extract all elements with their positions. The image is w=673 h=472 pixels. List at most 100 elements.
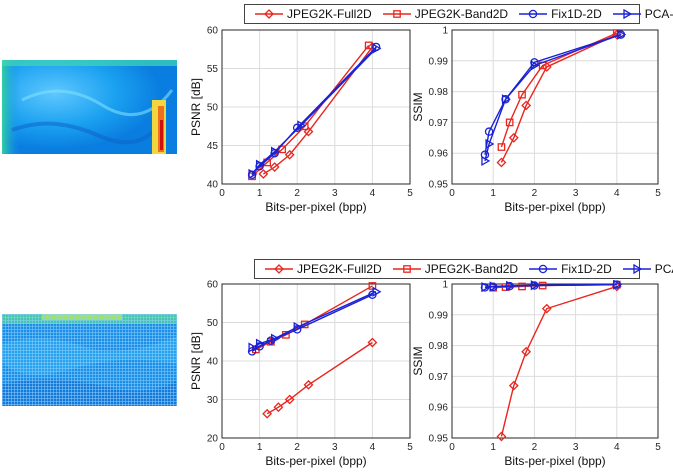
data-point	[258, 169, 269, 179]
x-tick-label: 2	[294, 442, 300, 453]
legend-marker	[402, 265, 411, 273]
data-point	[530, 60, 540, 71]
data-point	[269, 162, 280, 172]
y-tick-label: 20	[207, 434, 219, 445]
y-tick-label: 1	[442, 280, 448, 291]
x-tick-label: 0	[219, 442, 225, 453]
data-point	[521, 346, 532, 357]
y-tick-label: 50	[207, 318, 219, 329]
y-tick-label: 60	[207, 26, 219, 37]
legend-swatch	[255, 9, 283, 19]
y-tick-label: 45	[207, 141, 219, 152]
data-point	[262, 408, 273, 419]
plot-area	[451, 283, 659, 439]
data-point	[270, 146, 280, 157]
y-tick-label: 0.99	[429, 310, 449, 321]
x-tick-label: 2	[532, 442, 538, 453]
data-point	[481, 281, 491, 293]
y-tick-label: 40	[207, 180, 219, 191]
x-tick-label: 2	[532, 188, 538, 199]
x-tick-label: 0	[219, 188, 225, 199]
data-point	[541, 62, 552, 72]
legend-label: JPEG2K-Band2D	[414, 7, 509, 21]
hyperspectral-image-1	[2, 60, 177, 154]
data-point	[372, 43, 382, 54]
legend-swatch	[265, 264, 293, 274]
data-point	[364, 41, 373, 50]
data-point	[273, 402, 284, 413]
legend-label: PCA-2D	[654, 262, 673, 276]
data-point	[372, 286, 382, 297]
x-axis-label: Bits-per-pixel (bpp)	[504, 200, 605, 214]
data-point	[496, 157, 507, 168]
legend-top: JPEG2K-Full2D JPEG2K-Band2D Fix1D-2D PCA-2D	[244, 4, 673, 24]
data-point	[284, 149, 295, 160]
series-line	[262, 46, 373, 175]
data-point	[541, 303, 552, 314]
data-point	[303, 126, 314, 137]
legend-swatch	[529, 264, 558, 274]
y-tick-label: 0.98	[429, 341, 449, 352]
y-tick-label: 30	[207, 395, 219, 406]
data-point	[530, 280, 540, 291]
data-point	[497, 143, 506, 151]
y-tick-label: 1	[442, 26, 448, 37]
y-tick-label: 0.96	[429, 403, 449, 414]
y-tick-label: 0.97	[429, 118, 449, 129]
y-tick-label: 50	[207, 103, 219, 114]
x-tick-label: 1	[490, 188, 496, 199]
data-point	[501, 94, 511, 105]
legend-entry: JPEG2K-Full2D	[264, 262, 382, 276]
x-tick-label: 4	[370, 442, 376, 453]
y-tick-label: 0.97	[429, 372, 449, 383]
legend-marker	[274, 264, 284, 274]
x-axis-label: Bits-per-pixel (bpp)	[265, 454, 366, 468]
data-point	[617, 29, 627, 40]
y-tick-label: 0.95	[429, 180, 449, 191]
legend-marker	[538, 264, 548, 274]
x-tick-label: 1	[490, 442, 496, 453]
legend-marker	[633, 263, 643, 275]
series-line	[500, 32, 618, 148]
data-point	[481, 155, 491, 167]
legend-swatch	[612, 8, 641, 20]
data-point	[270, 333, 280, 344]
x-tick-label: 4	[614, 442, 620, 453]
data-point	[484, 127, 494, 136]
legend-label: JPEG2K-Full2D	[287, 7, 372, 21]
legend-swatch	[392, 265, 421, 273]
data-point	[248, 168, 258, 180]
y-tick-label: 60	[207, 280, 219, 291]
data-point	[297, 120, 307, 131]
legend-swatch	[382, 10, 411, 18]
legend-entry: JPEG2K-Full2D	[254, 7, 372, 21]
data-point	[521, 100, 532, 111]
y-axis-label: PSNR [dB]	[190, 78, 203, 136]
y-tick-label: 0.95	[429, 434, 449, 445]
x-tick-label: 4	[370, 188, 376, 199]
chart-ssim-bottom: 0 1 2 3 4 5 0.95 0.96 0.97 0.98 0.99 1 Bits-per-pixe…	[411, 280, 661, 468]
data-point	[508, 380, 519, 391]
x-tick-label: 3	[573, 442, 579, 453]
legend-marker	[528, 9, 538, 19]
legend-marker	[264, 9, 274, 19]
legend-label: Fix1D-2D	[561, 262, 612, 276]
plot-area	[451, 29, 659, 185]
x-tick-label: 5	[407, 188, 413, 199]
series-line	[484, 33, 622, 162]
data-point	[489, 281, 499, 292]
legend-marker	[623, 8, 633, 20]
x-tick-label: 4	[614, 188, 620, 199]
x-tick-label: 5	[407, 442, 413, 453]
y-tick-label: 0.98	[429, 87, 449, 98]
data-point	[293, 321, 303, 333]
x-tick-label: 3	[332, 442, 338, 453]
data-point	[506, 280, 515, 291]
data-point	[368, 282, 377, 290]
legend-entry: Fix1D-2D	[528, 262, 612, 276]
legend-entry: JPEG2K-Band2D	[392, 262, 518, 276]
y-tick-label: 55	[207, 64, 219, 75]
data-point	[508, 132, 519, 143]
legend-marker	[392, 10, 401, 18]
